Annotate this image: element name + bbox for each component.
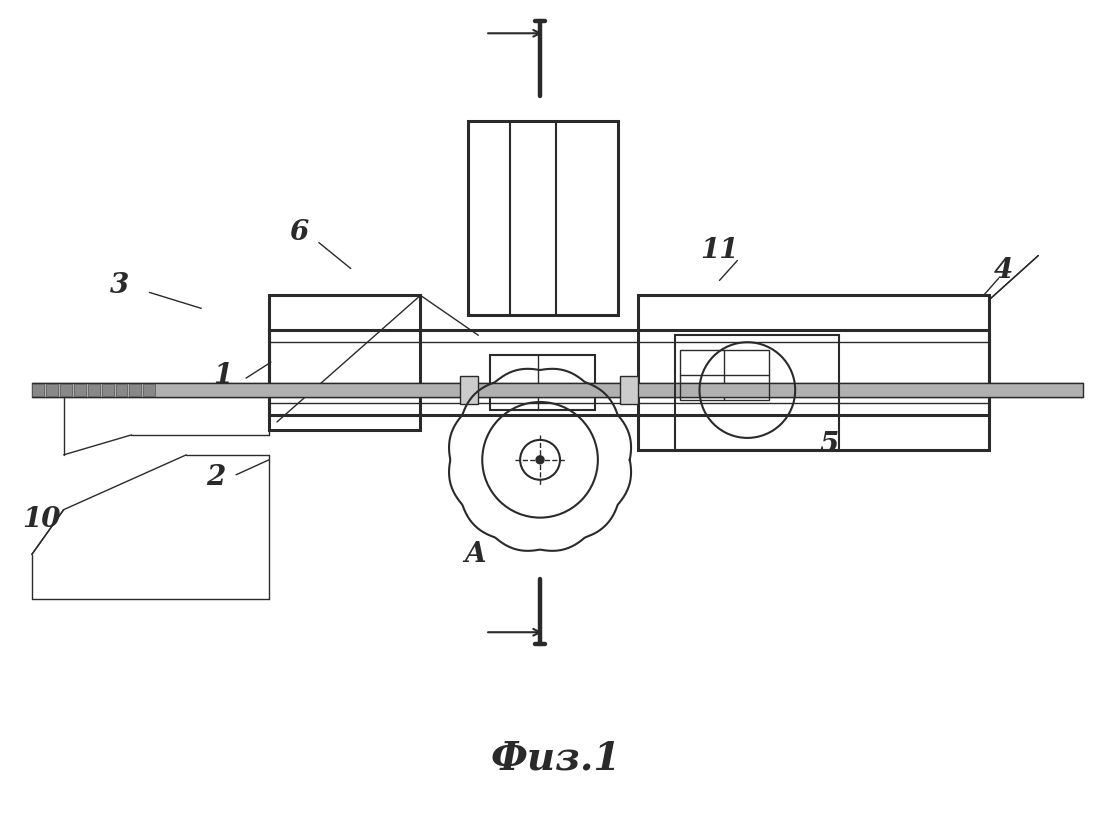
Text: 11: 11 [700,237,739,264]
Bar [490,355,594,410]
Bar [101,384,114,396]
Bar [129,384,141,396]
Bar [32,383,1083,397]
Bar [116,384,128,396]
Text: 5: 5 [819,431,839,458]
Text: 6: 6 [289,219,308,246]
Text: 4: 4 [994,257,1013,284]
Bar [144,384,156,396]
Bar [269,296,421,430]
Text: Физ.1: Физ.1 [491,740,621,778]
Bar [469,121,618,315]
Text: A: A [464,541,486,568]
Bar [46,384,58,396]
Text: 1: 1 [214,362,233,389]
Text: 3: 3 [110,272,129,299]
Bar [680,350,769,400]
Text: 2: 2 [207,464,226,491]
Bar [269,330,988,415]
Bar [88,384,99,396]
Bar [73,384,86,396]
Bar [32,384,43,396]
Bar [620,376,638,404]
Bar [638,296,988,450]
Circle shape [536,456,544,464]
Bar [60,384,71,396]
Bar [674,335,839,450]
Text: 10: 10 [22,506,61,534]
Bar [461,376,479,404]
